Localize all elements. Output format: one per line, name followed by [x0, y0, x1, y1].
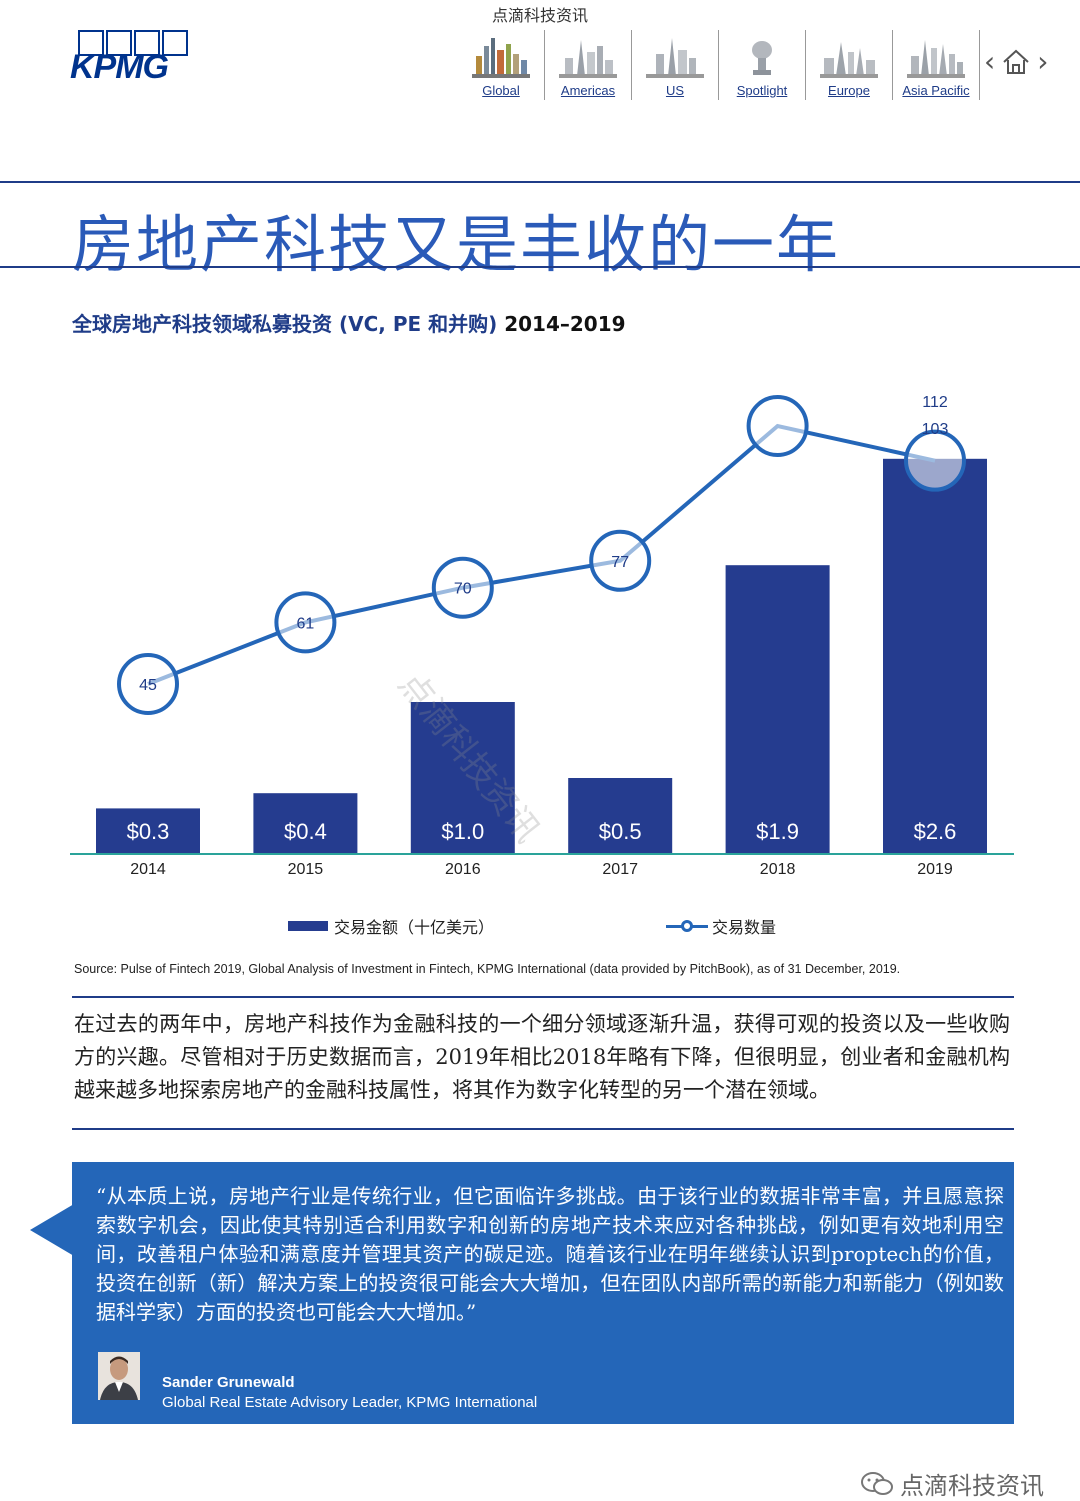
- body-paragraph: 在过去的两年中，房地产科技作为金融科技的一个细分领域逐渐升温，获得可观的投资以及…: [74, 1012, 1010, 1102]
- skyline-us-icon: [646, 38, 704, 78]
- bar-value-label: $0.3: [127, 819, 170, 844]
- prev-button[interactable]: ‹: [984, 45, 996, 78]
- skyline-global-icon: [472, 38, 530, 78]
- count-marker: [117, 653, 179, 715]
- nav-label: Global: [482, 83, 520, 98]
- count-value-label: 45: [139, 677, 157, 694]
- quote-tab: [30, 1204, 74, 1256]
- skyline-europe-icon: [820, 42, 878, 78]
- chart-title-years: 2014–2019: [504, 312, 626, 336]
- nav-item-global[interactable]: Global: [458, 30, 545, 100]
- legend-label-amount: 交易金额（十亿美元）: [334, 918, 495, 937]
- spotlight-icon: [752, 41, 772, 75]
- home-icon[interactable]: [1001, 48, 1031, 76]
- x-tick-label: 2015: [288, 861, 324, 878]
- nav-label: Spotlight: [736, 83, 788, 98]
- nav-label: Asia Pacific: [902, 83, 970, 98]
- bar-value-label: $2.6: [914, 819, 957, 844]
- x-tick-label: 2019: [917, 861, 953, 878]
- top-watermark: 点滴科技资讯: [491, 6, 588, 25]
- logo-text: KPMG: [70, 48, 169, 86]
- count-marker: [746, 395, 809, 457]
- count-value-label: 112: [922, 394, 948, 411]
- legend-item-count: 交易数量: [666, 914, 776, 938]
- footer-watermark-text: 点滴科技资讯: [900, 1472, 1044, 1500]
- bar: [883, 458, 987, 854]
- bar: [253, 793, 358, 854]
- count-marker: [274, 591, 337, 654]
- quote-box: [72, 1162, 1014, 1424]
- bar: [568, 778, 673, 854]
- footer-watermark: 点滴科技资讯: [860, 1466, 1044, 1501]
- bar-value-label: $0.4: [284, 819, 327, 844]
- nav-item-americas[interactable]: Americas: [545, 30, 632, 100]
- x-tick-label: 2014: [130, 861, 166, 878]
- legend-bar-swatch: [288, 921, 328, 931]
- body-rule-bottom: [72, 1128, 1014, 1130]
- nav-label: US: [665, 83, 685, 98]
- investment-chart: $0.3 $0.4 $1.0 $0.5 $1.9 $2.6 2014 2015 2016 2017…: [70, 394, 1014, 878]
- skyline-americas-icon: [559, 40, 617, 78]
- nav-item-spotlight[interactable]: Spotlight: [719, 30, 806, 100]
- region-nav: Global Americas US Spotlight Europe: [458, 30, 980, 100]
- chart-title: 全球房地产科技领域私募投资 (VC, PE 和并购) 2014–2019: [72, 308, 626, 337]
- bar-value-label: $1.9: [756, 819, 799, 844]
- nav-label: Europe: [828, 83, 870, 98]
- logo-boxes: [78, 30, 188, 56]
- count-marker: [589, 529, 652, 592]
- nav-arrows: ‹ ›: [984, 48, 1048, 76]
- skyline-asia-pacific-icon: [907, 40, 965, 78]
- nav-item-asia-pacific[interactable]: Asia Pacific: [893, 30, 980, 100]
- count-marker: [904, 429, 966, 492]
- chart-legend: 交易金额（十亿美元） 交易数量: [288, 914, 948, 938]
- count-value-label: 77: [611, 554, 629, 571]
- bar-value-label: $1.0: [441, 819, 484, 844]
- legend-label-count: 交易数量: [712, 918, 777, 937]
- title-rule-top: [0, 181, 1080, 183]
- x-tick-label: 2018: [760, 861, 796, 878]
- nav-item-europe[interactable]: Europe: [806, 30, 893, 100]
- legend-item-amount: 交易金额（十亿美元）: [288, 914, 494, 938]
- count-value-label: 70: [454, 581, 472, 598]
- wechat-icon: [861, 1471, 893, 1495]
- quote-author-role: Global Real Estate Advisory Leader, KPMG…: [162, 1394, 538, 1411]
- quote-author: Sander Grunewald: [162, 1374, 295, 1391]
- kpmg-logo[interactable]: KPMG: [70, 30, 192, 86]
- count-marker: [431, 556, 494, 619]
- legend-line-swatch: [666, 919, 709, 933]
- title-rule-bottom: [0, 266, 1080, 268]
- avatar: [98, 1352, 140, 1400]
- source-note: Source: Pulse of Fintech 2019, Global An…: [74, 962, 901, 976]
- nav-label: Americas: [560, 83, 616, 98]
- bar-value-label: $0.5: [599, 819, 642, 844]
- bar: [96, 808, 200, 854]
- body-rule-top: [72, 996, 1014, 998]
- next-button[interactable]: ›: [1037, 45, 1049, 78]
- nav-item-us[interactable]: US: [632, 30, 719, 100]
- x-tick-label: 2017: [602, 861, 638, 878]
- quote-text: “从本质上说，房地产行业是传统行业，但它面临许多挑战。由于该行业的数据非常丰富，…: [96, 1184, 1004, 1324]
- page-title: 房地产科技又是丰收的一年: [72, 208, 841, 281]
- chart-title-main: 全球房地产科技领域私募投资 (VC, PE 和并购): [72, 312, 498, 336]
- count-value-label: 61: [297, 615, 315, 632]
- bar: [725, 565, 830, 854]
- x-tick-label: 2016: [445, 861, 481, 878]
- count-value-label: 103: [922, 421, 949, 438]
- bar: [410, 702, 515, 854]
